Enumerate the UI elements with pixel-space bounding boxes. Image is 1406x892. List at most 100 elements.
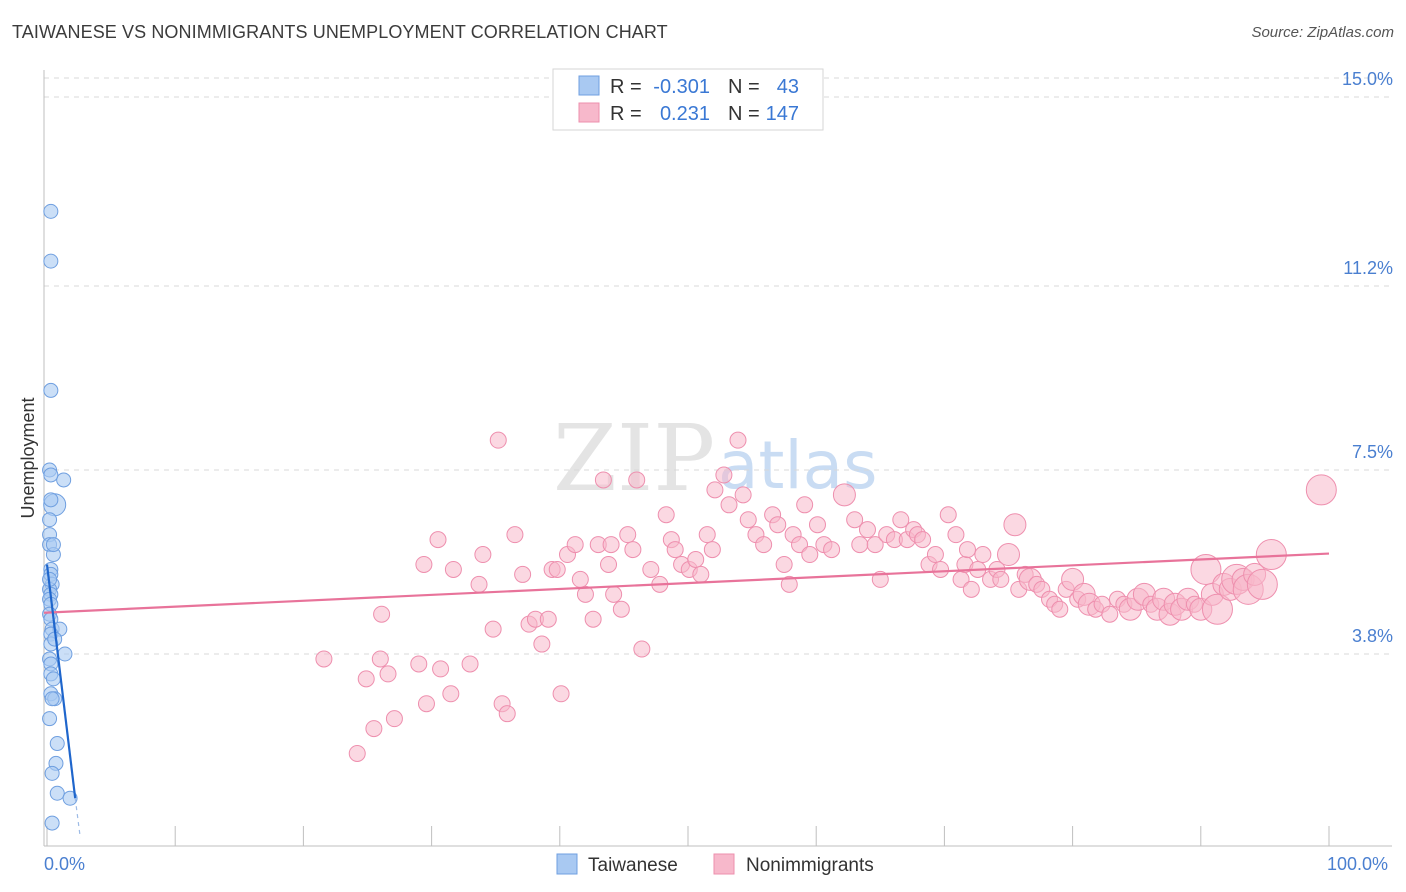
nonimmigrants-point xyxy=(734,486,752,504)
nonimmigrants-point xyxy=(939,506,957,524)
nonimmigrants-point xyxy=(974,546,992,564)
nonimmigrants-point xyxy=(357,670,375,688)
nonimmigrants-point xyxy=(666,541,684,559)
nonimmigrants-point xyxy=(633,640,651,658)
legend-swatch-nonimmigrants xyxy=(578,102,600,123)
nonimmigrants-point xyxy=(687,551,705,569)
taiwanese-point xyxy=(44,691,60,707)
legend-n-label-taiwanese: N = xyxy=(728,76,760,98)
taiwanese-point xyxy=(57,646,73,662)
nonimmigrants-point xyxy=(932,560,950,578)
taiwanese-point xyxy=(43,253,59,269)
nonimmigrants-point xyxy=(703,541,721,559)
nonimmigrants-point xyxy=(1305,474,1337,506)
nonimmigrants-point xyxy=(962,580,980,598)
legend-n-value-nonimmigrants: 147 xyxy=(766,103,799,125)
nonimmigrants-point xyxy=(584,610,602,628)
y-tick-label-3: 15.0% xyxy=(1342,69,1393,89)
nonimmigrants-point xyxy=(755,536,773,554)
nonimmigrants-point xyxy=(1190,553,1222,585)
nonimmigrants-point xyxy=(489,431,507,449)
gridlines xyxy=(44,77,1392,655)
nonimmigrants-point xyxy=(539,610,557,628)
nonimmigrants-point xyxy=(1246,568,1278,600)
y-tick-label-0: 3.8% xyxy=(1352,626,1393,646)
nonimmigrants-point xyxy=(484,620,502,638)
x-tick-label-100: 100.0% xyxy=(1327,854,1388,874)
nonimmigrants-point xyxy=(379,665,397,683)
nonimmigrants-point xyxy=(594,471,612,489)
nonimmigrants-point xyxy=(461,655,479,673)
x-axis-ticks xyxy=(46,826,1330,846)
nonimmigrants-point xyxy=(642,560,660,578)
nonimmigrants-point xyxy=(1255,539,1287,571)
nonimmigrants-point xyxy=(624,541,642,559)
y-axis-title: Unemployment xyxy=(18,397,38,518)
nonimmigrants-point xyxy=(832,483,856,507)
taiwanese-point xyxy=(56,472,72,488)
nonimmigrants-point xyxy=(1051,600,1069,618)
taiwanese-point xyxy=(62,790,78,806)
taiwanese-point xyxy=(45,671,61,687)
bottom-legend-swatch-nonimmigrants xyxy=(713,853,735,875)
nonimmigrants-point xyxy=(720,496,738,514)
nonimmigrants-point xyxy=(851,536,869,554)
nonimmigrants-point xyxy=(315,650,333,668)
taiwanese-point xyxy=(43,467,59,483)
nonimmigrants-point xyxy=(600,555,618,573)
nonimmigrants-point xyxy=(612,600,630,618)
taiwanese-point xyxy=(43,203,59,219)
taiwanese-point xyxy=(44,765,60,781)
nonimmigrants-point xyxy=(385,710,403,728)
nonimmigrants-point xyxy=(602,536,620,554)
nonimmigrants-point xyxy=(947,526,965,544)
taiwanese-point xyxy=(45,537,61,553)
nonimmigrants-point xyxy=(801,546,819,564)
bottom-legend-swatch-taiwanese xyxy=(556,853,578,875)
y-tick-labels: 3.8% 7.5% 11.2% 15.0% xyxy=(1342,69,1393,646)
nonimmigrants-point xyxy=(432,660,450,678)
nonimmigrants-point xyxy=(657,506,675,524)
nonimmigrants-point xyxy=(619,526,637,544)
nonimmigrants-point xyxy=(371,650,389,668)
nonimmigrants-point xyxy=(698,526,716,544)
nonimmigrants-points xyxy=(315,431,1337,762)
nonimmigrants-point xyxy=(444,560,462,578)
nonimmigrants-point xyxy=(566,536,584,554)
taiwanese-point xyxy=(42,512,58,528)
nonimmigrants-point xyxy=(858,521,876,539)
bottom-legend-label-taiwanese: Taiwanese xyxy=(588,855,678,876)
legend-swatch-taiwanese xyxy=(578,75,600,96)
source-label: Source: ZipAtlas.com xyxy=(1251,24,1394,41)
nonimmigrants-point xyxy=(846,511,864,529)
taiwanese-point xyxy=(43,382,59,398)
nonimmigrants-point xyxy=(417,695,435,713)
x-tick-label-0: 0.0% xyxy=(44,854,85,874)
nonimmigrants-trend-line xyxy=(43,552,1330,614)
nonimmigrants-point xyxy=(791,536,809,554)
nonimmigrants-point xyxy=(470,575,488,593)
nonimmigrants-point xyxy=(1003,513,1027,537)
nonimmigrants-point xyxy=(605,585,623,603)
nonimmigrants-point xyxy=(548,560,566,578)
nonimmigrants-point xyxy=(1201,593,1233,625)
taiwanese-point xyxy=(42,711,58,727)
taiwanese-points xyxy=(42,203,78,831)
taiwanese-point xyxy=(49,736,65,752)
nonimmigrants-point xyxy=(576,585,594,603)
bottom-legend-label-nonimmigrants: Nonimmigrants xyxy=(746,855,874,876)
nonimmigrants-point xyxy=(628,471,646,489)
nonimmigrants-point xyxy=(429,531,447,549)
nonimmigrants-point xyxy=(808,516,826,534)
correlation-legend: R = -0.301 N = 43 R = 0.231 N = 147 xyxy=(552,68,824,131)
nonimmigrants-point xyxy=(914,531,932,549)
nonimmigrants-point xyxy=(992,570,1010,588)
nonimmigrants-point xyxy=(415,555,433,573)
nonimmigrants-point xyxy=(780,575,798,593)
taiwanese-trend-line xyxy=(45,564,77,799)
watermark-zip: ZIP xyxy=(553,405,715,512)
legend-r-label-nonimmigrants: R = xyxy=(610,103,642,125)
legend-r-label-taiwanese: R = xyxy=(610,76,642,98)
nonimmigrants-point xyxy=(775,555,793,573)
